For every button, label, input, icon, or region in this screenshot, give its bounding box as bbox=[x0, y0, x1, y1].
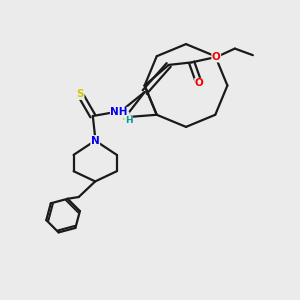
Text: S: S bbox=[76, 89, 84, 99]
Text: S: S bbox=[122, 112, 129, 122]
Text: NH: NH bbox=[110, 107, 128, 117]
Text: O: O bbox=[195, 78, 203, 88]
Text: N: N bbox=[91, 136, 100, 146]
Text: H: H bbox=[125, 116, 133, 125]
Text: O: O bbox=[212, 52, 220, 62]
